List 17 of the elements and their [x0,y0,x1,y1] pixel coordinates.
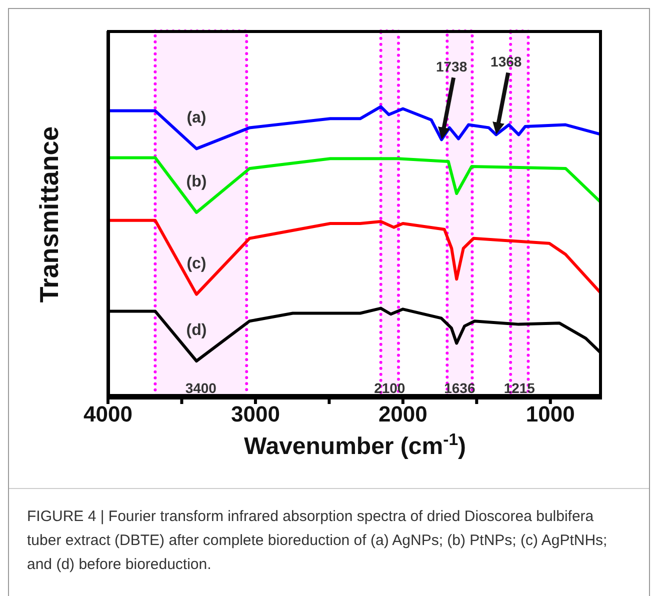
x-tick-label: 2000 [378,402,428,427]
series-label: (b) [186,173,207,190]
annotation: 1738 [436,58,468,75]
y-axis-title: Transmittance [34,126,64,303]
series-label: (c) [186,255,206,272]
x-tick-label: 3000 [230,402,280,427]
x-tick-label: 1000 [526,402,575,427]
band-label: 1215 [504,380,536,396]
band-label: 1636 [444,380,476,396]
annotation: 1368 [490,54,522,70]
series-label: (d) [186,322,207,340]
x-axis-title: Wavenumber (cm$^{-1}$) [244,430,466,460]
caption: FIGURE 4 | Fourier transform infrared absorption spectra of dried Dioscorea bulbifera tuber extract (DBTE) after complete bioreduction of (a) AgNPs; (b) PtNPs; (c) AgPtNHs; and (d) before bioreduction. [27,507,608,575]
band-label: 2100 [374,380,406,396]
band-label: 3400 [185,380,217,396]
x-tick-label: 4000 [84,402,132,427]
series-label: (a) [186,110,206,127]
